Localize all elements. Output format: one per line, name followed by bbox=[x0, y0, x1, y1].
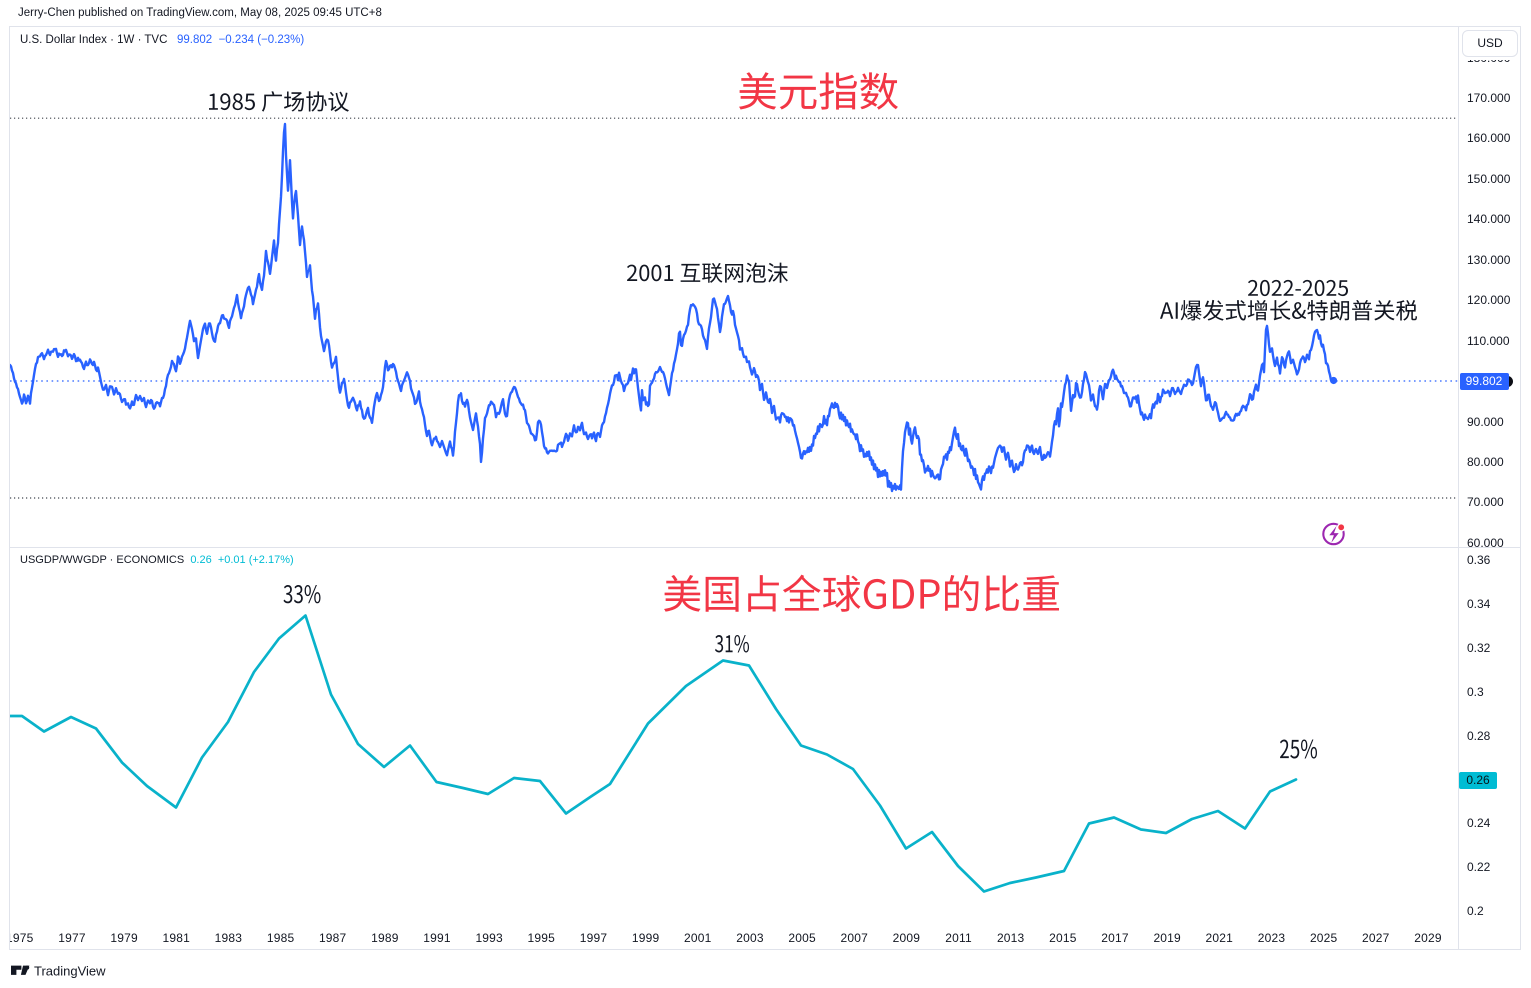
svg-text:TradingView: TradingView bbox=[34, 963, 106, 978]
